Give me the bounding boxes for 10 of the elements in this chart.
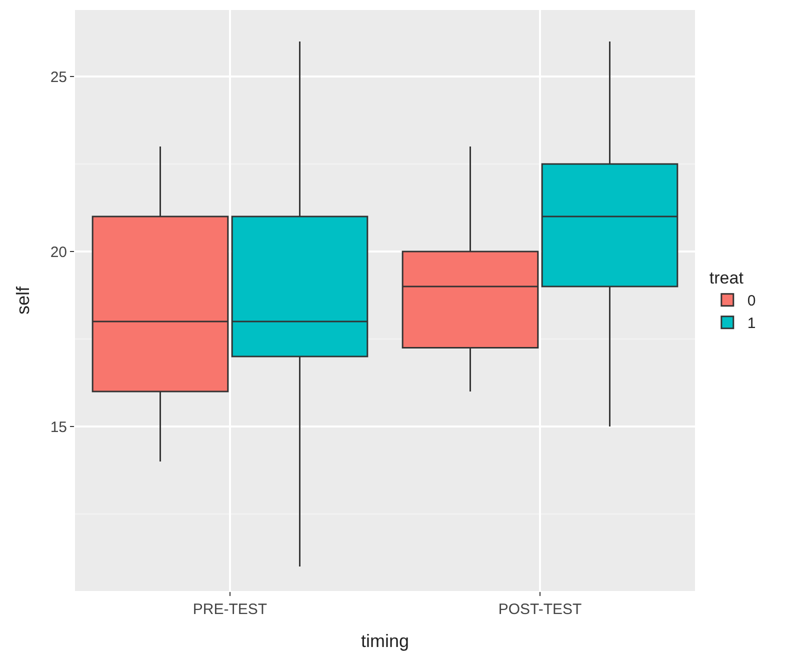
legend-label: 1 [747, 315, 756, 332]
x-axis-title: timing [360, 631, 410, 651]
y-tick-label: 15 [50, 418, 67, 436]
x-tick-label: PRE-TEST [192, 601, 268, 618]
legend-label: 0 [747, 292, 756, 310]
legend-title: treat [709, 268, 744, 288]
y-tick-label: 25 [50, 68, 67, 86]
y-axis-title: self [13, 286, 33, 315]
y-tick-label: 20 [50, 244, 67, 261]
x-tick-label: POST-TEST [498, 601, 582, 618]
